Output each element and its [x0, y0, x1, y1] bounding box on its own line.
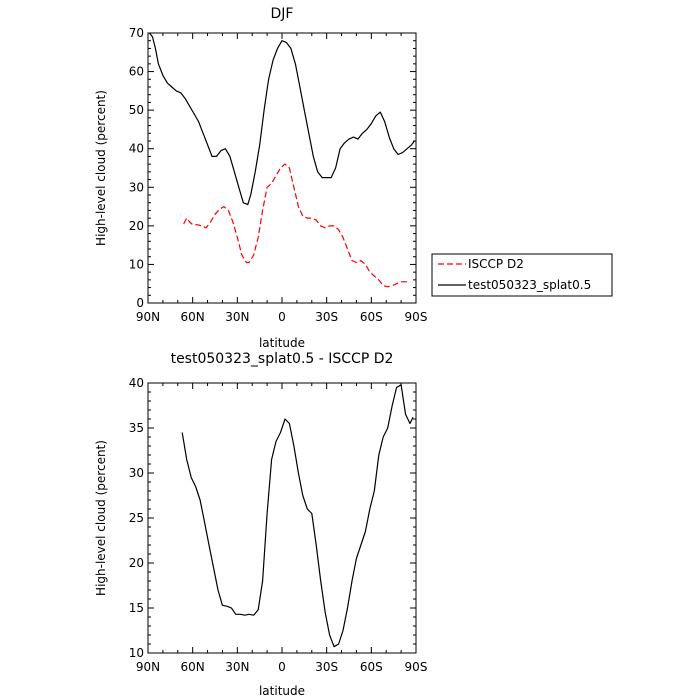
top-plot-series — [149, 32, 415, 288]
y-tick-label: 50 — [129, 103, 144, 117]
x-tick-label: 90N — [136, 310, 160, 324]
bottom-plot-xlabel: latitude — [259, 684, 305, 698]
x-tick-label: 30N — [225, 660, 249, 674]
bottom-plot-title: test050323_splat0.5 - ISCCP D2 — [171, 351, 394, 367]
y-tick-label: 10 — [129, 646, 144, 660]
top-plot-ticks: 90N 60N 30N 0 30S 60S 90S 0 10 20 30 40 50 60 70 — [129, 26, 428, 324]
x-tick-label: 30N — [225, 310, 249, 324]
y-tick-label: 30 — [129, 180, 144, 194]
x-tick-label: 60N — [181, 310, 205, 324]
bottom-plot-series — [181, 384, 414, 648]
y-tick-label: 35 — [129, 421, 144, 435]
top-plot: DJF 90N 60N 30N 0 30S 60S 90S 0 10 20 30 40 50 60 70 l… — [94, 6, 427, 350]
bottom-plot-frame — [147, 382, 417, 654]
top-plot-frame — [147, 32, 417, 304]
x-tick-label: 30S — [315, 310, 338, 324]
y-tick-label: 15 — [129, 601, 144, 615]
x-tick-label: 0 — [278, 310, 286, 324]
legend-box — [431, 253, 613, 297]
y-tick-label: 70 — [129, 26, 144, 40]
y-tick-label: 30 — [129, 466, 144, 480]
bottom-plot-ylabel: High-level cloud (percent) — [94, 440, 108, 596]
y-tick-label: 20 — [129, 219, 144, 233]
bottom-plot: test050323_splat0.5 - ISCCP D2 90N 60N 30N… — [94, 351, 427, 698]
x-tick-label: 90N — [136, 660, 160, 674]
y-tick-label: 25 — [129, 511, 144, 525]
legend-label-test: test050323_splat0.5 — [468, 278, 591, 292]
y-tick-label: 10 — [129, 257, 144, 271]
series-line-difference — [181, 384, 414, 648]
x-tick-label: 0 — [278, 660, 286, 674]
bottom-plot-ticks: 90N 60N 30N 0 30S 60S 90S 10 15 20 25 30 35 40 — [129, 376, 428, 674]
series-line-test050323-splat0-5 — [149, 32, 415, 206]
top-plot-title: DJF — [271, 6, 294, 22]
series-line-isccp-d2 — [183, 163, 410, 288]
y-tick-label: 40 — [129, 142, 144, 156]
top-plot-xlabel: latitude — [259, 336, 305, 350]
y-tick-label: 20 — [129, 556, 144, 570]
y-tick-label: 60 — [129, 65, 144, 79]
legend: ISCCP D2 test050323_splat0.5 — [431, 253, 613, 297]
legend-label-isccp: ISCCP D2 — [468, 257, 524, 271]
x-tick-label: 60S — [360, 310, 383, 324]
x-tick-label: 90S — [405, 310, 428, 324]
x-tick-label: 90S — [405, 660, 428, 674]
y-tick-label: 40 — [129, 376, 144, 390]
y-tick-label: 0 — [136, 296, 144, 310]
x-tick-label: 30S — [315, 660, 338, 674]
x-tick-label: 60N — [181, 660, 205, 674]
top-plot-ylabel: High-level cloud (percent) — [94, 90, 108, 246]
x-tick-label: 60S — [360, 660, 383, 674]
